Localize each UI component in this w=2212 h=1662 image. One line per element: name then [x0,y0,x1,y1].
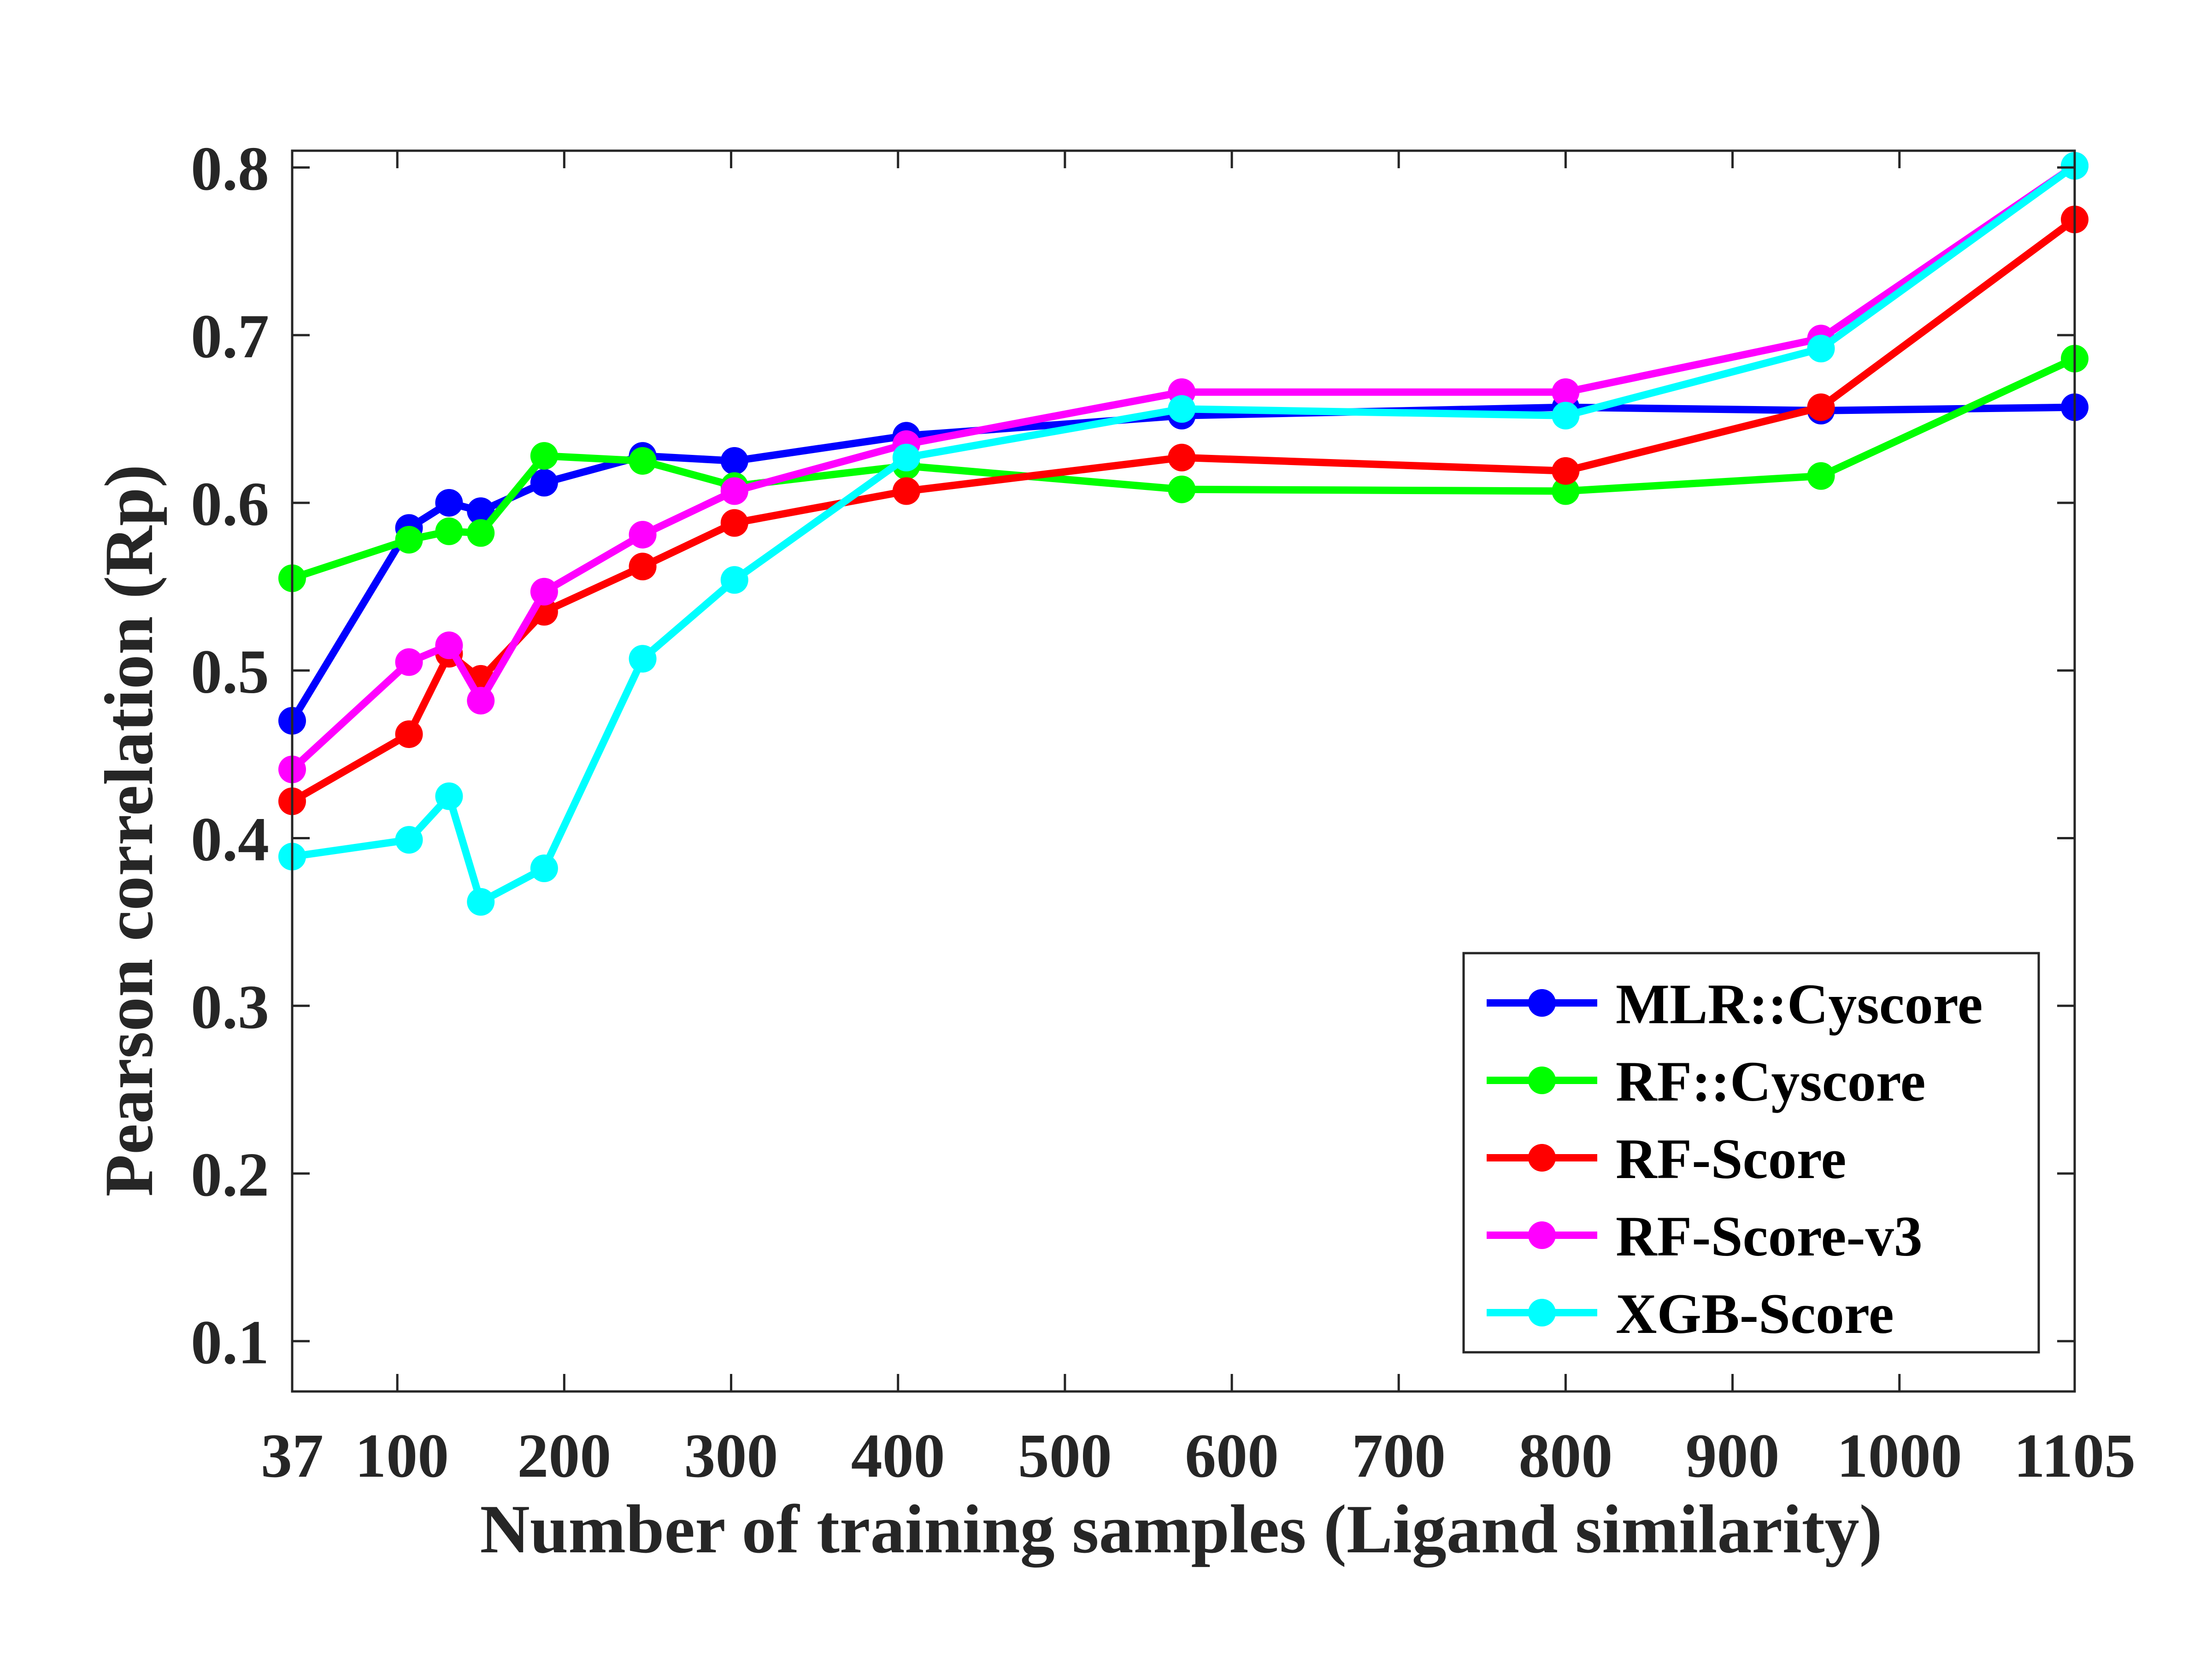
data-point [1807,335,1835,363]
y-axis-title: Pearson correlation (Rp) [91,465,167,1197]
series-line [290,216,2077,805]
data-point [720,447,748,475]
y-tick-label: 0.7 [191,302,269,371]
data-point [629,553,657,581]
legend: MLR::CyscoreRF::CyscoreRF-ScoreRF-Score-… [1462,952,2040,1354]
data-point [467,888,495,916]
data-point [1552,457,1580,485]
legend-label: RF-Score-v3 [1616,1205,1923,1268]
data-point [1168,475,1196,503]
y-tick-label: 0.3 [191,972,269,1042]
legend-label: RF-Score [1616,1127,1846,1191]
x-tick-label: 600 [1185,1421,1279,1491]
x-tick-label: 37 [261,1421,324,1491]
data-point [395,826,423,854]
x-tick-label: 100 [355,1421,449,1491]
data-point [467,687,495,715]
data-point [629,447,657,475]
series-rf-cyscore [278,345,2088,592]
y-tick-label: 0.5 [191,637,269,707]
legend-marker [1528,1221,1556,1249]
data-point [1807,393,1835,421]
y-tick-label: 0.4 [191,805,269,874]
data-point [435,489,463,517]
data-point [1552,401,1580,430]
axes-box [291,149,2076,1393]
data-point [467,497,495,525]
data-point [720,566,748,594]
x-tick-label: 300 [684,1421,778,1491]
plot-area [278,152,2088,916]
data-point [1807,462,1835,490]
data-point [892,477,920,505]
x-tick-label: 700 [1352,1421,1446,1491]
data-point [395,720,423,748]
data-point [530,578,558,606]
data-point [530,442,558,470]
axes: 37 100 200 300 400 500 600 700 800 900 1000 1105 0.1… [191,134,2136,1491]
x-tick-label: 200 [517,1421,611,1491]
y-tick-label: 0.6 [191,470,269,539]
data-point [435,782,463,810]
x-tick-label: 1105 [2014,1421,2136,1491]
legend-label: MLR::Cyscore [1616,972,1983,1036]
data-point [530,854,558,882]
x-axis-title: Number of training samples (Ligand simil… [480,1491,1882,1568]
x-tick-label: 800 [1518,1421,1612,1491]
y-tick-label: 0.1 [191,1308,269,1377]
legend-marker [1528,1067,1556,1094]
data-point [720,509,748,537]
data-point [435,631,463,660]
legend-box [1462,952,2040,1354]
data-point [1552,477,1580,505]
data-point [629,521,657,549]
data-point [467,519,495,547]
data-point [629,645,657,673]
y-tick-label: 0.8 [191,134,269,203]
data-point [435,517,463,545]
legend-marker [1528,1299,1556,1326]
x-tick-label: 500 [1018,1421,1112,1491]
data-point [720,477,748,505]
data-point [1552,378,1580,406]
y-tick-label: 0.2 [191,1140,269,1209]
data-point [1168,395,1196,423]
legend-label: RF::Cyscore [1616,1050,1926,1113]
series-xgb-score [278,152,2088,916]
x-tick-label: 1000 [1837,1421,1962,1491]
data-point [530,469,558,497]
legend-marker [1528,1144,1556,1172]
data-point [892,443,920,471]
x-tick-label: 400 [851,1421,945,1491]
legend-label: XGB-Score [1616,1282,1894,1345]
data-point [395,525,423,554]
data-point [1168,443,1196,471]
legend-marker [1528,989,1556,1017]
data-point [395,648,423,676]
x-tick-label: 900 [1686,1421,1780,1491]
